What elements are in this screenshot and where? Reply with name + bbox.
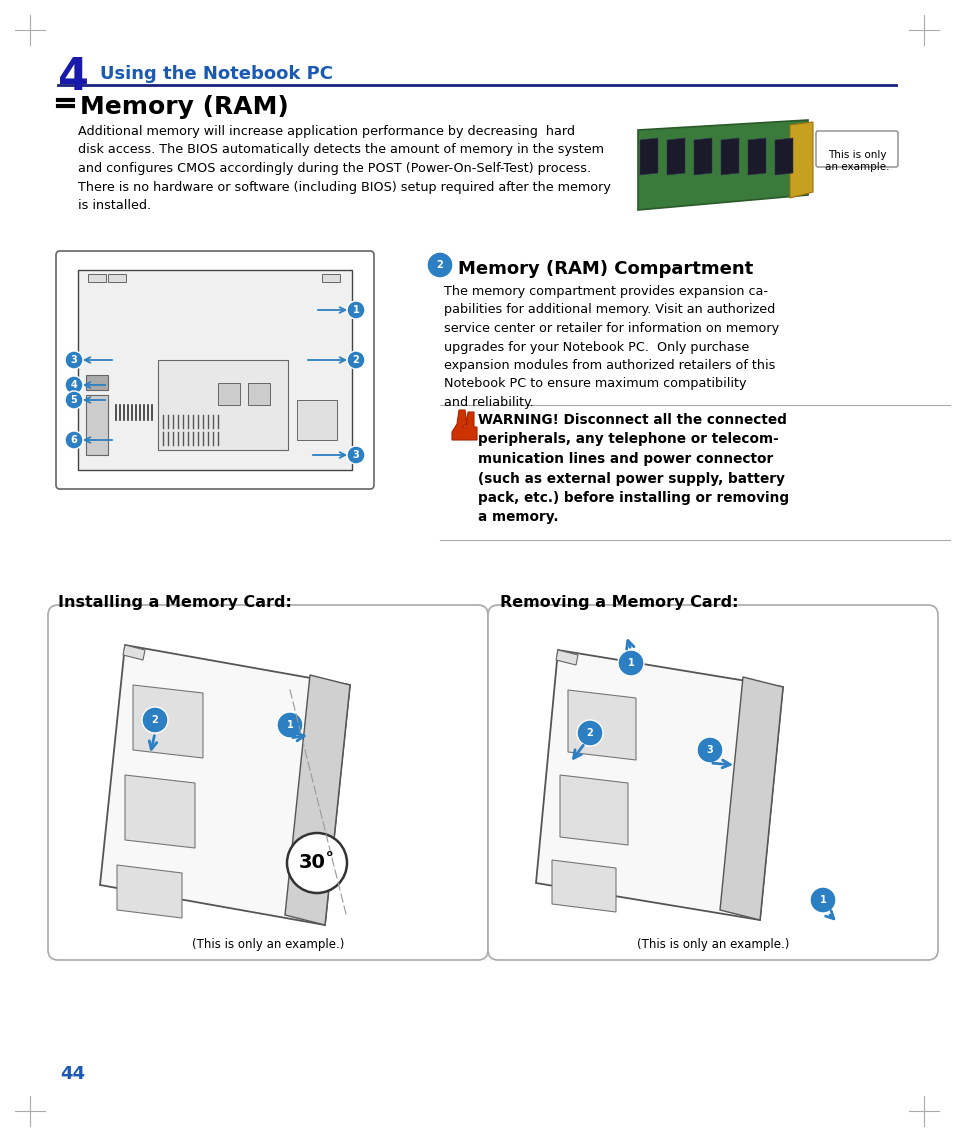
Text: 2: 2 (353, 355, 359, 365)
Circle shape (65, 431, 83, 450)
Text: 1: 1 (819, 895, 825, 905)
Polygon shape (789, 122, 812, 199)
Polygon shape (747, 138, 765, 175)
Polygon shape (639, 138, 658, 175)
FancyBboxPatch shape (815, 131, 897, 167)
Text: 3: 3 (71, 355, 77, 365)
Polygon shape (117, 865, 182, 919)
Polygon shape (774, 138, 792, 175)
Circle shape (618, 650, 643, 675)
Text: 1: 1 (353, 305, 359, 315)
Polygon shape (452, 410, 476, 440)
Text: 1: 1 (286, 720, 294, 730)
Polygon shape (720, 677, 782, 920)
FancyBboxPatch shape (48, 605, 488, 960)
Polygon shape (559, 775, 627, 845)
Text: Using the Notebook PC: Using the Notebook PC (100, 65, 333, 83)
Text: 2: 2 (152, 715, 158, 725)
FancyBboxPatch shape (56, 251, 374, 489)
Text: Additional memory will increase application performance by decreasing  hard
disk: Additional memory will increase applicat… (78, 126, 610, 212)
Bar (322, 274, 339, 282)
Circle shape (809, 887, 835, 913)
Text: 4: 4 (71, 380, 77, 390)
Text: 30˚: 30˚ (298, 853, 335, 873)
Text: This is only
an example.: This is only an example. (824, 149, 888, 171)
Polygon shape (132, 685, 203, 758)
Polygon shape (720, 138, 739, 175)
Bar (88, 274, 106, 282)
Circle shape (287, 833, 347, 893)
Circle shape (142, 707, 168, 733)
Polygon shape (556, 650, 578, 665)
Text: WARNING! Disconnect all the connected
peripherals, any telephone or telecom-
mun: WARNING! Disconnect all the connected pe… (477, 413, 788, 525)
Bar (296, 400, 336, 440)
Polygon shape (125, 775, 194, 848)
Text: Memory (RAM): Memory (RAM) (80, 95, 289, 119)
Polygon shape (638, 120, 807, 210)
Circle shape (65, 391, 83, 408)
Circle shape (276, 712, 303, 738)
Circle shape (697, 737, 722, 763)
Text: Installing a Memory Card:: Installing a Memory Card: (58, 594, 292, 610)
Text: The memory compartment provides expansion ca-
pabilities for additional memory. : The memory compartment provides expansio… (443, 285, 779, 408)
Text: 6: 6 (71, 435, 77, 445)
Text: 4: 4 (58, 56, 89, 99)
Polygon shape (100, 645, 350, 925)
Bar (78, 270, 352, 470)
Text: Removing a Memory Card:: Removing a Memory Card: (499, 594, 738, 610)
Text: 44: 44 (60, 1065, 85, 1083)
Text: 5: 5 (71, 395, 77, 405)
Text: 2: 2 (436, 260, 443, 270)
Circle shape (347, 301, 365, 319)
Polygon shape (552, 860, 616, 912)
Text: (This is only an example.): (This is only an example.) (192, 938, 344, 950)
Polygon shape (693, 138, 711, 175)
Circle shape (577, 720, 602, 746)
Polygon shape (123, 645, 145, 659)
Bar (158, 361, 288, 450)
Text: Memory (RAM) Compartment: Memory (RAM) Compartment (457, 260, 753, 278)
Text: 1: 1 (627, 658, 634, 667)
Circle shape (347, 351, 365, 369)
Circle shape (65, 377, 83, 394)
Polygon shape (567, 690, 636, 760)
Circle shape (347, 446, 365, 464)
Circle shape (65, 351, 83, 369)
Polygon shape (666, 138, 684, 175)
Polygon shape (536, 650, 782, 920)
Bar (248, 383, 270, 405)
Circle shape (427, 252, 453, 278)
Text: 3: 3 (353, 450, 359, 460)
Bar (108, 274, 126, 282)
Bar (86, 375, 108, 390)
Bar (218, 383, 240, 405)
Polygon shape (285, 675, 350, 925)
FancyBboxPatch shape (488, 605, 937, 960)
Bar (86, 395, 108, 455)
Text: 3: 3 (706, 745, 713, 755)
Text: 2: 2 (586, 728, 593, 738)
Text: (This is only an example.): (This is only an example.) (637, 938, 788, 950)
